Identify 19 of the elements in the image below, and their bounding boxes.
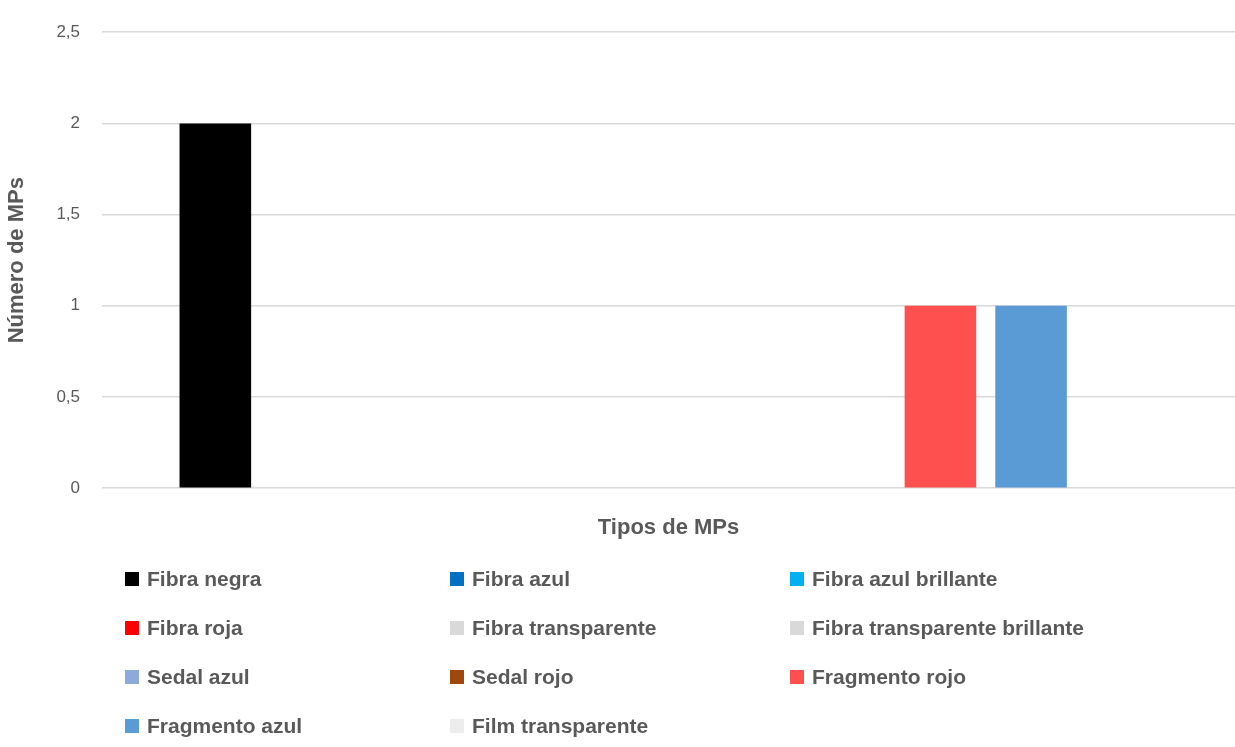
y-tick-label: 2 <box>70 113 81 133</box>
y-tick-label: 1 <box>70 295 81 315</box>
legend-label: Film transparente <box>472 714 649 738</box>
legend-label: Fibra transparente brillante <box>812 616 1084 640</box>
legend-label: Fragmento rojo <box>812 665 967 689</box>
legend-label: Fibra roja <box>147 616 243 640</box>
x-axis-title: Tipos de MPs <box>597 513 740 539</box>
legend-label: Fibra transparente <box>472 616 657 640</box>
y-axis-title: Número de MPs <box>3 177 29 344</box>
legend-label: Sedal azul <box>147 665 250 689</box>
legend-label: Fibra azul brillante <box>812 567 998 591</box>
y-tick-label: 0,5 <box>56 386 81 406</box>
y-tick-label: 0 <box>70 477 81 497</box>
legend-label: Fragmento azul <box>147 714 303 738</box>
legend-label: Sedal rojo <box>472 665 574 689</box>
legend-label: Fibra negra <box>147 567 262 591</box>
y-tick-label: 1,5 <box>56 204 81 224</box>
y-tick-label: 2,5 <box>56 21 81 41</box>
legend-label: Fibra azul <box>472 567 571 591</box>
